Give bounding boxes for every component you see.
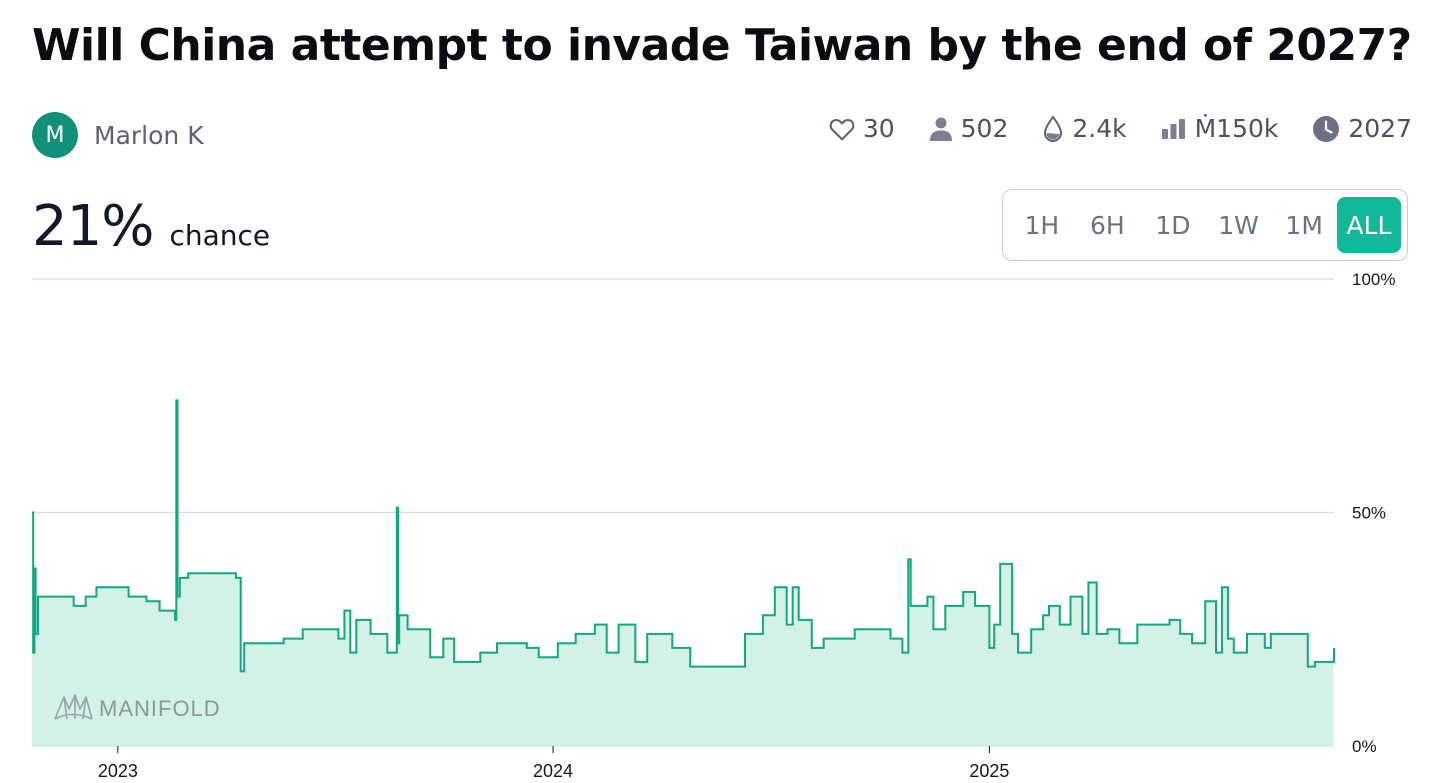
watermark-text: MANIFOLD	[99, 696, 221, 721]
range-1d-button[interactable]: 1D	[1155, 210, 1191, 240]
probability-value: 21%	[32, 194, 154, 259]
liquidity-stat[interactable]: 2.4k	[1042, 114, 1127, 143]
liquidity-value: 2.4k	[1072, 114, 1127, 143]
traders-stat[interactable]: 502	[929, 114, 1009, 143]
avatar[interactable]: M	[32, 112, 78, 158]
close-date-stat[interactable]: 2027	[1312, 114, 1412, 143]
manifold-logo-icon	[54, 694, 93, 720]
range-1m-button[interactable]: 1M	[1285, 210, 1323, 240]
range-1h-button[interactable]: 1H	[1024, 210, 1060, 240]
y-tick-label: 100%	[1352, 270, 1395, 289]
range-6h-button[interactable]: 6H	[1090, 210, 1125, 240]
droplet-icon	[1044, 114, 1063, 142]
range-1w-button[interactable]: 1W	[1218, 210, 1259, 240]
user-icon	[929, 117, 952, 141]
probability-area	[32, 400, 1334, 746]
y-tick-label: 0%	[1352, 737, 1377, 756]
y-tick-label: 50%	[1352, 504, 1386, 523]
heart-icon	[829, 118, 855, 140]
probability-line	[32, 399, 1335, 673]
question-title: Will China attempt to invade Taiwan by t…	[32, 20, 1412, 71]
bar-chart-icon	[1161, 118, 1185, 139]
likes-count: 30	[862, 114, 895, 143]
close-year: 2027	[1348, 114, 1412, 143]
x-tick-label: 2024	[533, 761, 573, 781]
market-stats: 30 502 2.4k Ṁ150k 2027	[795, 114, 1412, 143]
author-name[interactable]: Marlon K	[94, 120, 204, 150]
traders-count: 502	[960, 114, 1009, 143]
probability-display: 21% chance	[32, 194, 270, 259]
manifold-watermark: MANIFOLD	[54, 694, 221, 721]
x-tick-label: 2025	[969, 761, 1009, 781]
time-range-selector: 1H 6H 1D 1W 1M ALL	[1002, 189, 1408, 261]
volume-value: Ṁ150k	[1194, 114, 1279, 143]
probability-label: chance	[169, 219, 271, 252]
volume-stat[interactable]: Ṁ150k	[1161, 114, 1279, 143]
clock-icon	[1313, 115, 1340, 142]
range-all-button[interactable]: ALL	[1336, 197, 1401, 253]
author-link[interactable]: M Marlon K	[32, 112, 204, 158]
likes-stat[interactable]: 30	[829, 114, 895, 143]
x-tick-label: 2023	[98, 761, 138, 781]
